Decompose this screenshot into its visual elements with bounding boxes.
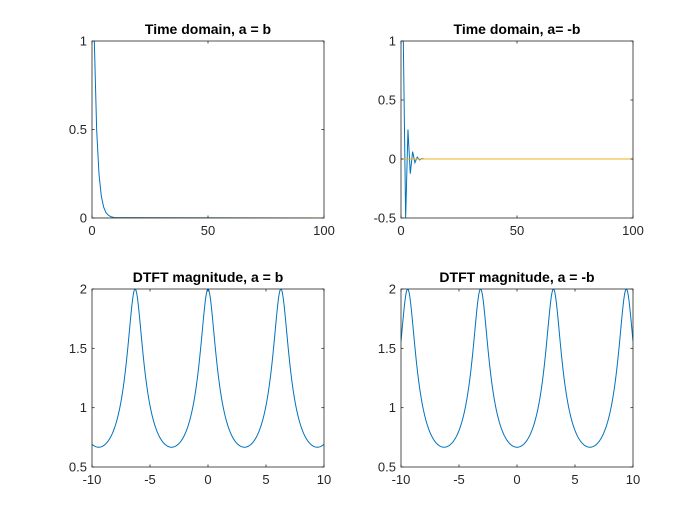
axes-box	[400, 40, 634, 219]
series-line-1	[92, 289, 324, 448]
y-tick-label: 0.5	[378, 93, 396, 108]
y-tick-label: 1.5	[378, 341, 396, 356]
x-tick-label: -5	[144, 472, 156, 487]
plot-area	[401, 289, 633, 448]
x-tick-label: 10	[626, 472, 640, 487]
x-tick-label: 50	[201, 223, 215, 238]
x-tick-label: 0	[397, 223, 404, 238]
y-tick-label: 0.5	[69, 460, 87, 475]
y-tick-label: 0.5	[69, 122, 87, 137]
y-tick-label: 0	[389, 152, 396, 167]
subplot-1: 0 50 100 0 0.5 1 Time domain, a = b	[69, 21, 335, 238]
y-tick-label: 1	[80, 400, 87, 415]
chart-title: DTFT magnitude, a = b	[133, 269, 284, 285]
x-tick-label: 0	[88, 223, 95, 238]
y-tick-label: 1.5	[69, 341, 87, 356]
series-line-1	[401, 41, 633, 218]
x-tick-label: 0	[204, 472, 211, 487]
series-line-1	[401, 289, 633, 448]
y-tick-label: 2	[389, 282, 396, 297]
x-tick-label: 100	[622, 223, 644, 238]
y-tick-label: 0.5	[378, 460, 396, 475]
y-tick-label: -0.5	[374, 211, 396, 226]
y-tick-label: 0	[80, 211, 87, 226]
x-tick-label: 10	[317, 472, 331, 487]
y-tick-label: 1	[389, 400, 396, 415]
plot-area	[401, 41, 633, 218]
plot-area	[92, 289, 324, 448]
x-tick-label: -5	[453, 472, 465, 487]
x-tick-label: 0	[513, 472, 520, 487]
y-tick-label: 1	[80, 34, 87, 49]
subplot-3: -10 -5 0 5 10 0.5 1 1.5 2 DTFT magnitude, a = b	[69, 269, 331, 487]
axes-box	[91, 40, 325, 219]
x-tick-label: -10	[392, 472, 411, 487]
x-tick-label: -10	[83, 472, 102, 487]
chart-title: Time domain, a = b	[145, 21, 271, 37]
y-tick-label: 2	[80, 282, 87, 297]
y-tick-label: 1	[389, 34, 396, 49]
subplot-4: -10 -5 0 5 10 0.5 1 1.5 2 DTFT magnitude, a = -b	[378, 269, 640, 487]
axes-box	[91, 288, 325, 468]
plot-area	[92, 41, 324, 218]
series-line-1	[92, 41, 324, 218]
x-tick-label: 5	[262, 472, 269, 487]
x-tick-label: 5	[571, 472, 578, 487]
x-tick-label: 50	[510, 223, 524, 238]
chart-title: Time domain, a= -b	[454, 21, 581, 37]
axes-box	[400, 288, 634, 468]
x-tick-label: 100	[313, 223, 335, 238]
chart-title: DTFT magnitude, a = -b	[439, 269, 594, 285]
